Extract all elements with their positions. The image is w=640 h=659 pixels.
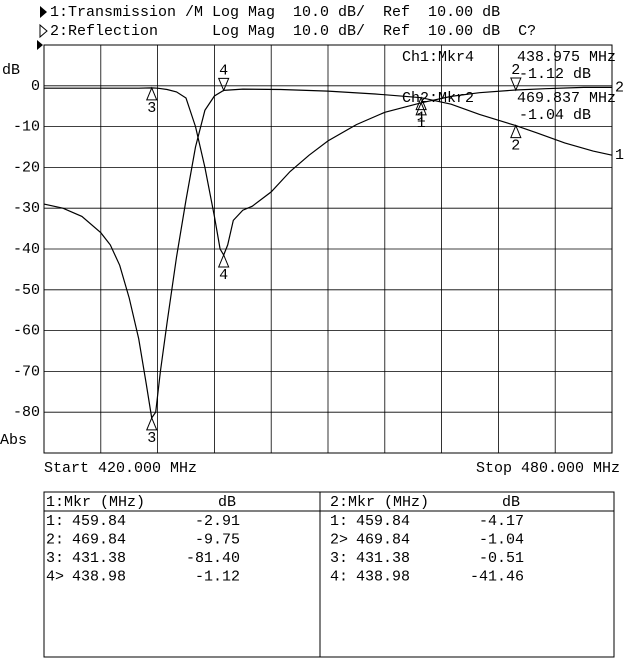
y-tick-label: -50	[13, 282, 40, 299]
y-tick-label: -70	[13, 363, 40, 380]
row-label: 2:	[46, 531, 64, 548]
row-label: 4>	[46, 568, 64, 585]
table-frame	[43, 491, 615, 658]
table-header: 1:Mkr (MHz)	[46, 494, 145, 511]
stop-label: Stop 480.000 MHz	[476, 460, 620, 477]
marker-label: 1	[417, 115, 426, 132]
y-tick-label: -20	[13, 159, 40, 176]
row-db: -41.46	[470, 568, 524, 585]
start-label: Start 420.000 MHz	[44, 460, 197, 477]
row-db: -81.40	[186, 550, 240, 567]
trace	[44, 86, 612, 257]
marker	[510, 77, 522, 92]
marker	[217, 253, 230, 268]
y-tick-label: -60	[13, 323, 40, 340]
y-unit: dB	[2, 62, 20, 79]
y-tick-label: 0	[31, 78, 40, 95]
row-db: -9.75	[195, 531, 240, 548]
row-db: -2.91	[195, 513, 240, 530]
table-header: 2:Mkr (MHz)	[330, 494, 429, 511]
row-freq: 459.84	[72, 513, 126, 530]
header-line: 1:Transmission /M Log Mag 10.0 dB/ Ref 1…	[50, 4, 500, 21]
ref-pointer	[37, 40, 43, 50]
readout-label: Ch1:Mkr4	[402, 49, 474, 66]
readout-label: Ch2:Mkr2	[402, 90, 474, 107]
active-channel-icon	[40, 6, 47, 18]
readout-value: -1.12 dB	[519, 66, 591, 83]
row-freq: 431.38	[356, 550, 410, 567]
y-tick-label: -80	[13, 404, 40, 421]
marker	[510, 124, 522, 139]
y-tick-label: -30	[13, 200, 40, 217]
row-db: -1.04	[479, 531, 524, 548]
row-freq: 438.98	[356, 568, 410, 585]
trace-label: 2	[615, 79, 624, 96]
marker-label: 4	[219, 267, 228, 284]
readout-value: -1.04 dB	[519, 107, 591, 124]
row-freq: 459.84	[356, 513, 410, 530]
row-freq: 431.38	[72, 550, 126, 567]
row-label: 3:	[46, 550, 64, 567]
row-label: 1:	[46, 513, 64, 530]
y-tick-label: -10	[13, 119, 40, 136]
y-tick-label: -40	[13, 241, 40, 258]
marker	[145, 416, 158, 431]
row-db: -0.51	[479, 550, 524, 567]
row-label: 1:	[330, 513, 348, 530]
readout-freq: 438.975 MHz	[517, 49, 616, 66]
marker	[145, 86, 158, 101]
marker	[217, 77, 230, 92]
row-db: -4.17	[479, 513, 524, 530]
marker-label: 2	[511, 138, 520, 155]
marker-label: 1	[417, 110, 426, 127]
row-freq: 469.84	[356, 531, 410, 548]
row-freq: 469.84	[72, 531, 126, 548]
row-freq: 438.98	[72, 568, 126, 585]
marker-label: 3	[147, 430, 156, 447]
marker-label: 4	[219, 62, 228, 79]
row-label: 3:	[330, 550, 348, 567]
format-label: Abs	[0, 432, 27, 449]
trace-label: 1	[615, 147, 624, 164]
header-line: 2:Reflection Log Mag 10.0 dB/ Ref 10.00 …	[50, 23, 536, 40]
table-header: dB	[502, 494, 520, 511]
marker-label: 3	[147, 100, 156, 117]
trace	[43, 88, 613, 420]
row-label: 4:	[330, 568, 348, 585]
readout-freq: 469.837 MHz	[517, 90, 616, 107]
row-db: -1.12	[195, 568, 240, 585]
row-label: 2>	[330, 531, 348, 548]
marker	[415, 101, 427, 116]
table-header: dB	[218, 494, 236, 511]
channel-icon	[39, 23, 48, 39]
marker-label: 2	[511, 62, 520, 79]
